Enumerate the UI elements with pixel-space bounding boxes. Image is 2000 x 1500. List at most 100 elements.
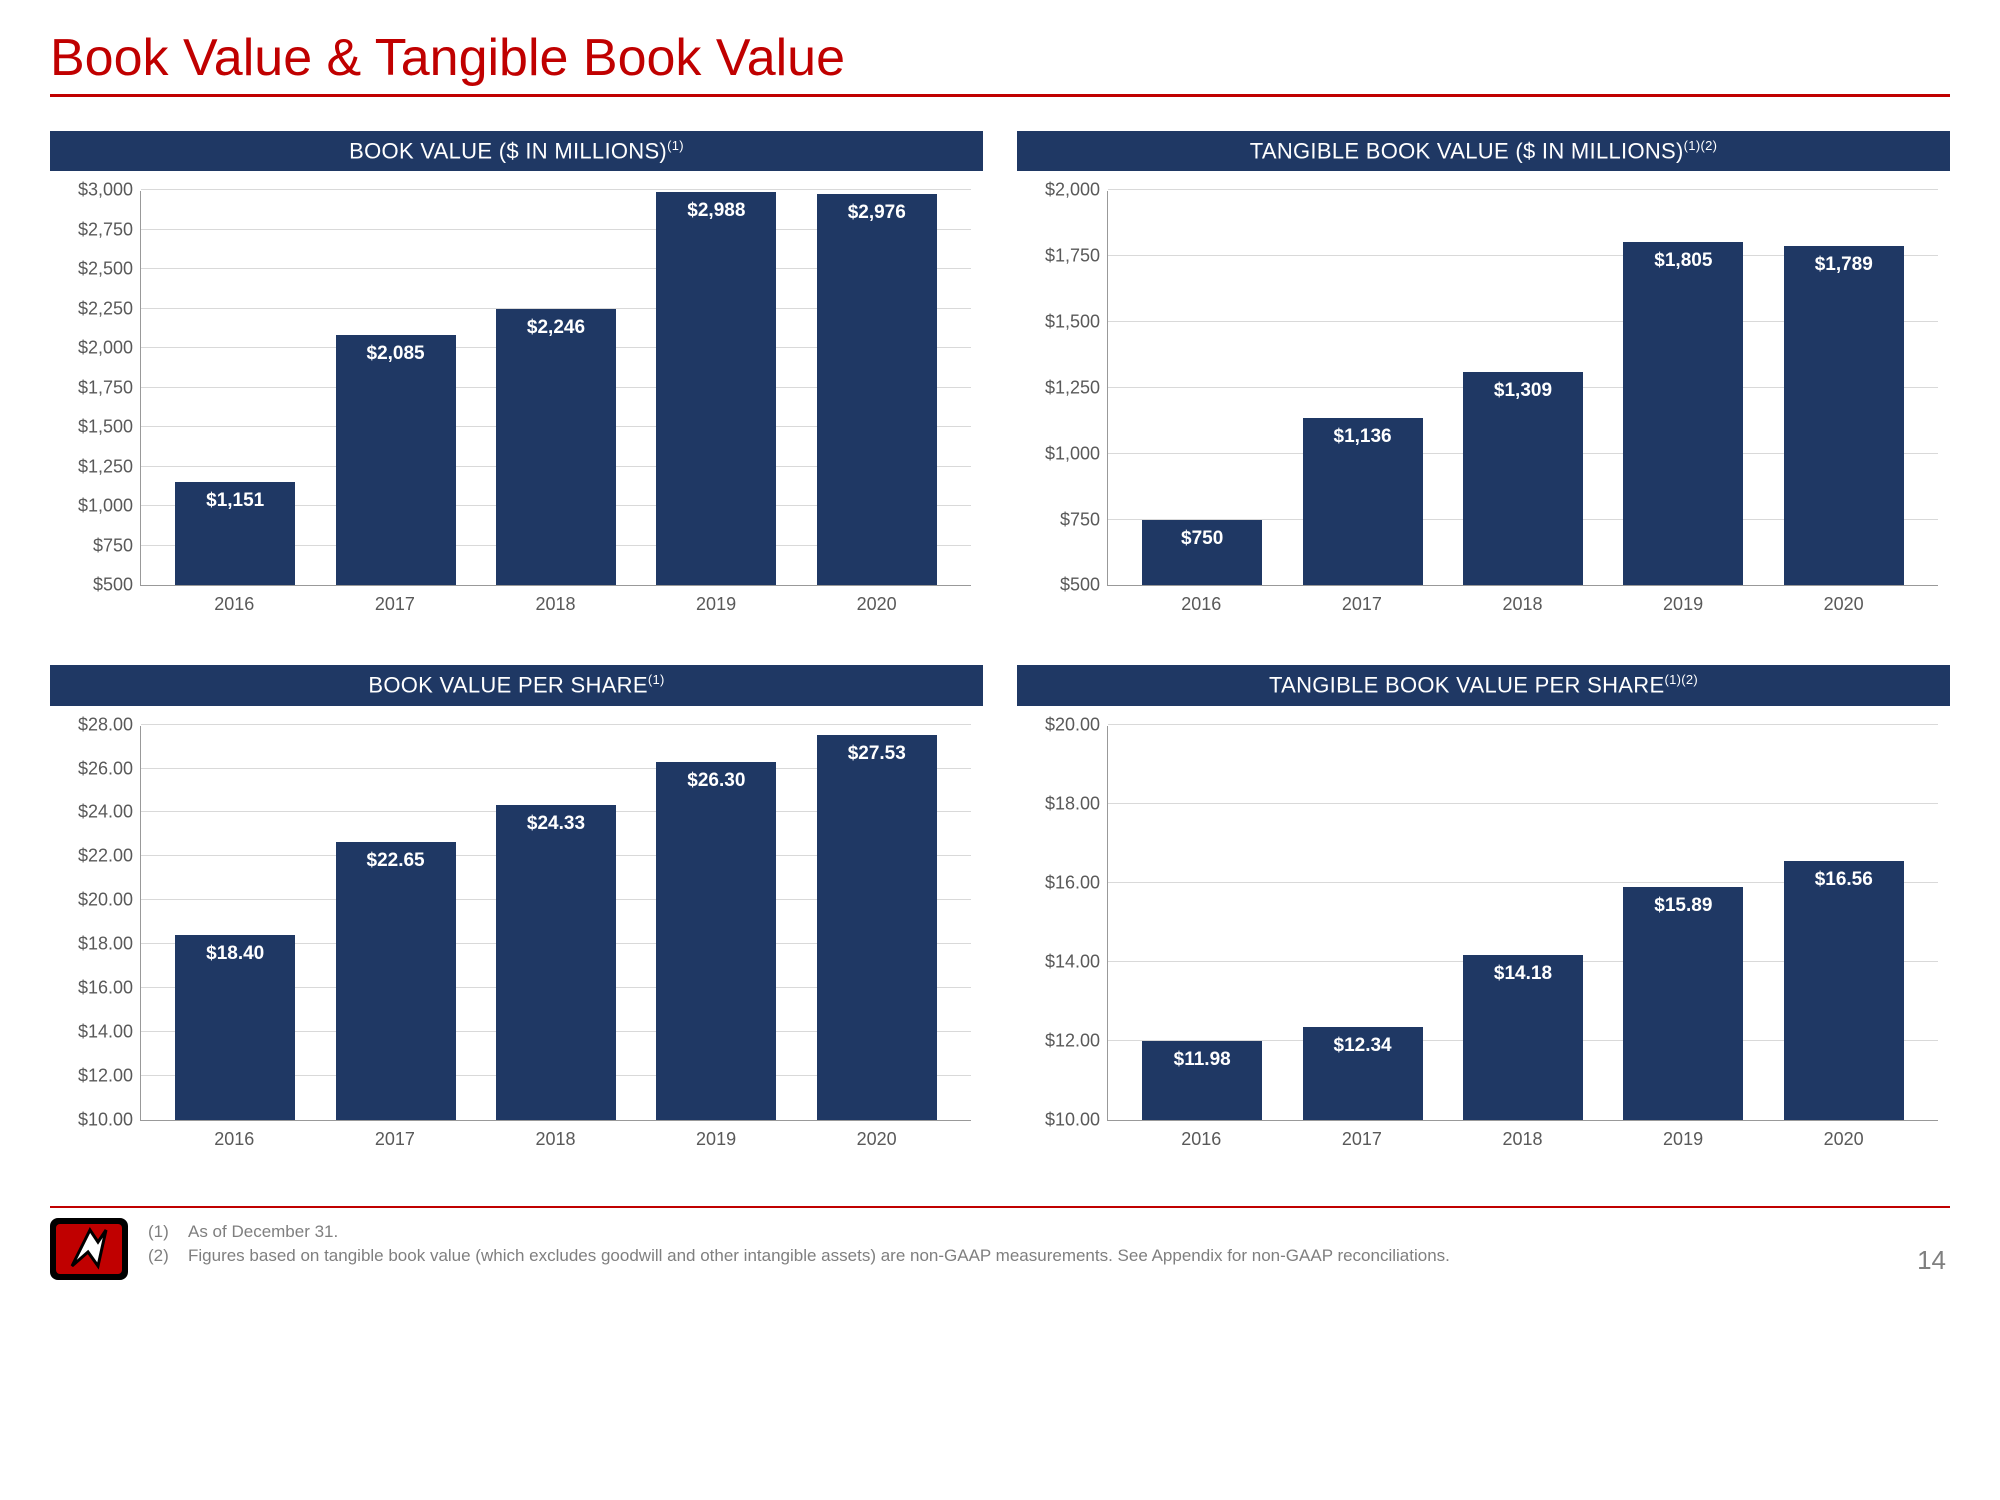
plot-area: $10.00$12.00$14.00$16.00$18.00$20.00$22.… [140,726,971,1121]
plot-area: $500$750$1,000$1,250$1,500$1,750$2,000$2… [140,191,971,586]
bar: $750 [1142,520,1262,586]
y-tick-label: $10.00 [53,1109,133,1130]
x-tick-label: 2020 [1784,1129,1904,1150]
x-tick-label: 2016 [174,1129,294,1150]
bar: $24.33 [496,805,616,1119]
x-tick-label: 2016 [174,594,294,615]
y-tick-label: $22.00 [53,846,133,867]
bar-value-label: $1,805 [1613,250,1753,272]
bar-value-label: $22.65 [326,850,466,872]
footer: (1) As of December 31. (2) Figures based on… [50,1218,1950,1280]
chart-tangible-book-value-millions: TANGIBLE BOOK VALUE ($ IN MILLIONS)(1)(2… [1017,131,1950,641]
y-tick-label: $500 [1020,575,1100,596]
x-tick-label: 2016 [1141,594,1261,615]
page-title: Book Value & Tangible Book Value [50,28,1950,88]
y-tick-label: $1,250 [53,456,133,477]
footnote-num: (2) [148,1244,174,1269]
footnote-num: (1) [148,1220,174,1245]
bar: $12.34 [1303,1027,1423,1119]
y-tick-label: $1,750 [1020,246,1100,267]
plot-area: $500$750$1,000$1,250$1,500$1,750$2,000$7… [1107,191,1938,586]
bar: $1,309 [1463,372,1583,585]
y-tick-label: $1,500 [53,417,133,438]
bar-value-label: $2,085 [326,343,466,365]
bar: $11.98 [1142,1041,1262,1119]
footnotes: (1) As of December 31. (2) Figures based on… [148,1218,1897,1269]
bar-value-label: $1,151 [165,490,305,512]
bar-value-label: $2,988 [646,200,786,222]
x-tick-label: 2019 [656,1129,776,1150]
bar-value-label: $11.98 [1132,1049,1272,1071]
x-tick-label: 2018 [1462,1129,1582,1150]
x-tick-label: 2019 [1623,1129,1743,1150]
gridline [141,189,971,190]
y-tick-label: $2,000 [53,338,133,359]
footnote-text: Figures based on tangible book value (wh… [188,1244,1450,1269]
chart-header: BOOK VALUE PER SHARE(1) [50,665,983,705]
chart-header: TANGIBLE BOOK VALUE ($ IN MILLIONS)(1)(2… [1017,131,1950,171]
bar: $27.53 [817,735,937,1120]
title-rule [50,94,1950,97]
y-tick-label: $1,500 [1020,312,1100,333]
y-tick-label: $2,750 [53,219,133,240]
bar: $22.65 [336,842,456,1120]
y-tick-label: $1,250 [1020,377,1100,398]
y-tick-label: $14.00 [53,1021,133,1042]
x-tick-label: 2018 [1462,594,1582,615]
y-tick-label: $750 [1020,509,1100,530]
y-tick-label: $16.00 [1020,872,1100,893]
chart-header: TANGIBLE BOOK VALUE PER SHARE(1)(2) [1017,665,1950,705]
bar-value-label: $15.89 [1613,895,1753,917]
y-tick-label: $28.00 [53,714,133,735]
company-logo-icon [50,1218,128,1280]
footnote: (2) Figures based on tangible book value … [148,1244,1897,1269]
bar-value-label: $1,136 [1293,426,1433,448]
y-tick-label: $16.00 [53,978,133,999]
bar-value-label: $18.40 [165,943,305,965]
x-tick-label: 2016 [1141,1129,1261,1150]
x-tick-label: 2019 [656,594,776,615]
bar: $2,976 [817,194,937,585]
footer-rule [50,1206,1950,1208]
x-tick-label: 2017 [1302,594,1422,615]
bar-value-label: $750 [1132,528,1272,550]
bar: $16.56 [1784,861,1904,1120]
y-tick-label: $20.00 [53,890,133,911]
bar-value-label: $24.33 [486,813,626,835]
bar-value-label: $14.18 [1453,963,1593,985]
page-number: 14 [1917,1245,1950,1280]
x-tick-label: 2019 [1623,594,1743,615]
x-tick-label: 2020 [817,1129,937,1150]
x-tick-label: 2018 [495,1129,615,1150]
bar: $14.18 [1463,955,1583,1120]
y-tick-label: $12.00 [53,1065,133,1086]
bar-value-label: $1,309 [1453,380,1593,402]
gridline [1108,189,1938,190]
bar: $1,805 [1623,242,1743,586]
y-tick-label: $1,750 [53,377,133,398]
bar: $1,789 [1784,246,1904,585]
y-tick-label: $2,000 [1020,180,1100,201]
bar: $1,151 [175,482,295,585]
bar: $2,085 [336,335,456,585]
y-tick-label: $750 [53,535,133,556]
charts-grid: BOOK VALUE ($ IN MILLIONS)(1)$500$750$1,… [50,131,1950,1176]
bar: $15.89 [1623,887,1743,1120]
y-tick-label: $2,250 [53,298,133,319]
bar: $26.30 [656,762,776,1120]
bar: $2,246 [496,309,616,585]
footnote-text: As of December 31. [188,1220,338,1245]
chart-book-value-millions: BOOK VALUE ($ IN MILLIONS)(1)$500$750$1,… [50,131,983,641]
y-tick-label: $10.00 [1020,1109,1100,1130]
bar-value-label: $16.56 [1774,869,1914,891]
gridline [1108,724,1938,725]
y-tick-label: $24.00 [53,802,133,823]
chart-tangible-book-value-per-share: TANGIBLE BOOK VALUE PER SHARE(1)(2) $10.0… [1017,665,1950,1175]
bar-value-label: $27.53 [807,743,947,765]
gridline [141,724,971,725]
y-tick-label: $18.00 [53,934,133,955]
y-tick-label: $20.00 [1020,714,1100,735]
plot-area: $10.00$12.00$14.00$16.00$18.00$20.00$11.… [1107,726,1938,1121]
x-tick-label: 2017 [335,1129,455,1150]
bar-value-label: $26.30 [646,770,786,792]
